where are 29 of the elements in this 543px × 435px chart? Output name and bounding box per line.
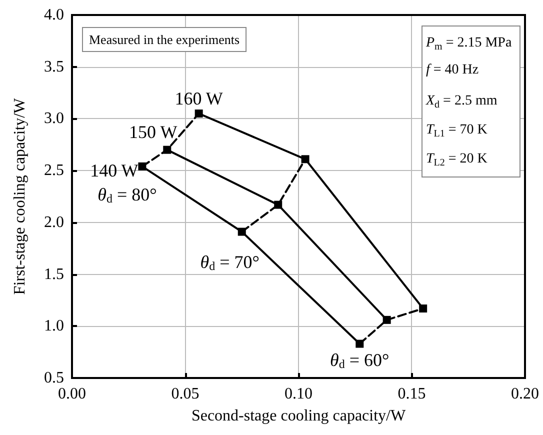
y-axis-title: First-stage cooling capacity/W xyxy=(12,97,28,295)
y-tick-label: 4.0 xyxy=(44,6,64,24)
y-tick-label: 2.0 xyxy=(44,214,64,231)
point xyxy=(274,200,282,209)
annotation: Measured in the experiments xyxy=(89,32,240,47)
point xyxy=(238,228,246,236)
x-tick-label: 0.00 xyxy=(58,386,86,402)
annotation: 140 W xyxy=(90,160,138,180)
annotation: f = 40 Hz xyxy=(426,62,479,78)
point xyxy=(382,316,391,324)
point xyxy=(194,110,203,118)
point xyxy=(138,162,146,170)
y-tick-label: 1.0 xyxy=(44,318,64,335)
y-tick-label: 0.5 xyxy=(44,370,64,386)
point xyxy=(356,340,364,348)
y-tick-label: 1.5 xyxy=(44,266,64,283)
x-tick-label: 0.05 xyxy=(171,386,200,402)
annotation: 160 W xyxy=(174,88,223,109)
y-tick-label: 3.0 xyxy=(44,110,64,128)
y-tick-label: 2.5 xyxy=(44,162,64,180)
point xyxy=(163,146,172,154)
y-tick-label: 3.5 xyxy=(44,58,64,76)
point xyxy=(419,304,428,313)
x-axis-title: Second-stage cooling capacity/W xyxy=(191,408,406,424)
annotation: 150 W xyxy=(129,122,178,142)
point xyxy=(301,155,310,164)
x-tick-label: 0.20 xyxy=(511,386,539,402)
x-tick-label: 0.15 xyxy=(398,386,426,402)
x-tick-label: 0.10 xyxy=(284,386,312,402)
